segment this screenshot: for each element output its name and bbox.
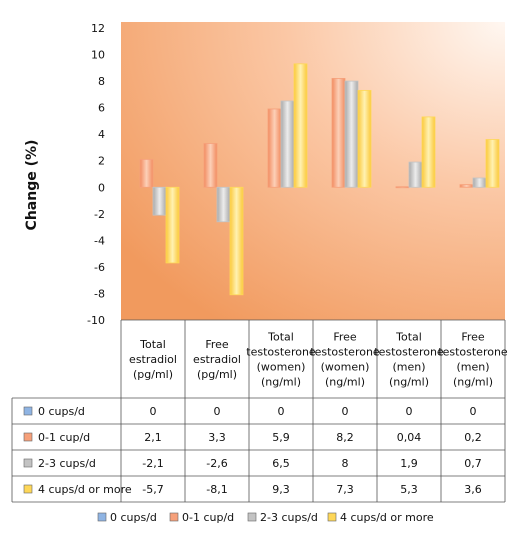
row-series-name: 0 cups/d [38,405,85,418]
bar-2-4 [408,161,423,188]
category-label: testosterone [374,346,444,359]
bar-2-5 [472,177,487,188]
y-tick-label: -6 [94,261,105,274]
bar-1-5 [459,184,474,188]
bar-1-0 [139,158,154,188]
legend-label: 4 cups/d or more [340,511,434,524]
data-table: Total estradiol (pg/ml) Free estradiol (pg/ml… [11,319,508,503]
bar-2-1 [216,186,231,223]
category-label: (pg/ml) [133,368,173,381]
y-tick-label: 8 [98,75,105,88]
y-tick-label: -10 [87,314,105,327]
category-label: testosterone [310,346,380,359]
row-swatch [23,458,33,468]
data-label: 8 [342,457,349,470]
data-label: -2,1 [142,457,163,470]
y-tick-label: -2 [94,208,105,221]
category-label: (women) [257,361,306,374]
bar-2-2 [280,100,295,188]
category-label: Total [267,331,294,344]
data-label: 0 [406,405,413,418]
data-label: 8,2 [336,431,354,444]
category-label: (ng/ml) [325,376,365,389]
category-label: Free [205,338,229,351]
data-label: 3,3 [208,431,226,444]
data-label: 3,6 [464,483,482,496]
legend-label: 2-3 cups/d [260,511,318,524]
data-label: 5,9 [272,431,290,444]
bar-2-3 [344,80,359,188]
legend-label: 0 cups/d [110,511,157,524]
legend-label: 0-1 cup/d [182,511,234,524]
legend-swatch [247,512,257,522]
data-label: 5,3 [400,483,418,496]
y-tick-label: -8 [94,287,105,300]
data-label: 0 [278,405,285,418]
legend: 0 cups/d 0-1 cup/d 2-3 cups/d 4 cups/d or m… [97,511,434,524]
data-label: 6,5 [272,457,290,470]
legend-swatch [97,512,107,522]
bar-1-2 [267,108,282,188]
plot-area-background [121,22,505,320]
data-label: 2,1 [144,431,162,444]
y-tick-label: 6 [98,102,105,115]
data-label: 1,9 [400,457,418,470]
bar-3-0 [165,186,180,264]
category-label: (ng/ml) [453,376,493,389]
data-label: 0,04 [397,431,422,444]
category-label: Total [395,331,422,344]
category-label: (women) [321,361,370,374]
bar-3-4 [421,116,436,188]
y-tick-label: 4 [98,128,105,141]
data-label: 0,2 [464,431,482,444]
category-label: (men) [456,361,489,374]
category-label: testosterone [246,346,316,359]
data-label: 0 [214,405,221,418]
category-label: Free [461,331,485,344]
row-series-name: 2-3 cups/d [38,457,96,470]
bar-3-5 [485,139,500,188]
bar-2-0 [152,186,167,216]
bar-3-2 [293,63,308,188]
row-swatch [23,432,33,442]
data-label: -8,1 [206,483,227,496]
category-label: testosterone [438,346,508,359]
category-label: estradiol [129,353,177,366]
bar-3-3 [357,89,372,188]
bars [139,63,500,296]
data-label: 7,3 [336,483,354,496]
data-label: 0 [342,405,349,418]
legend-swatch [327,512,337,522]
row-series-name: 4 cups/d or more [38,483,132,496]
data-label: 0 [470,405,477,418]
bar-3-1 [229,186,244,296]
y-tick-label: 2 [98,155,105,168]
category-label: (ng/ml) [389,376,429,389]
row-series-name: 0-1 cup/d [38,431,90,444]
category-label: (men) [392,361,425,374]
y-axis-label: Change (%) [24,140,40,231]
y-tick-label: 10 [91,49,105,62]
bar-1-4 [395,186,410,189]
legend-swatch [169,512,179,522]
data-label: -5,7 [142,483,163,496]
data-label: 0,7 [464,457,482,470]
category-label: (ng/ml) [261,376,301,389]
data-label: -2,6 [206,457,227,470]
category-label: (pg/ml) [197,368,237,381]
bar-1-1 [203,143,218,188]
category-label: estradiol [193,353,241,366]
row-swatch [23,406,33,416]
y-tick-label: -4 [94,234,105,247]
y-axis-ticks: 12 10 8 6 4 2 0 -2 -4 -6 -8 -10 [87,22,105,327]
row-swatch [23,484,33,494]
y-tick-label: 0 [98,181,105,194]
data-label: 9,3 [272,483,290,496]
y-tick-label: 12 [91,22,105,35]
data-label: 0 [150,405,157,418]
category-label: Free [333,331,357,344]
bar-1-3 [331,78,346,188]
category-label: Total [139,338,166,351]
